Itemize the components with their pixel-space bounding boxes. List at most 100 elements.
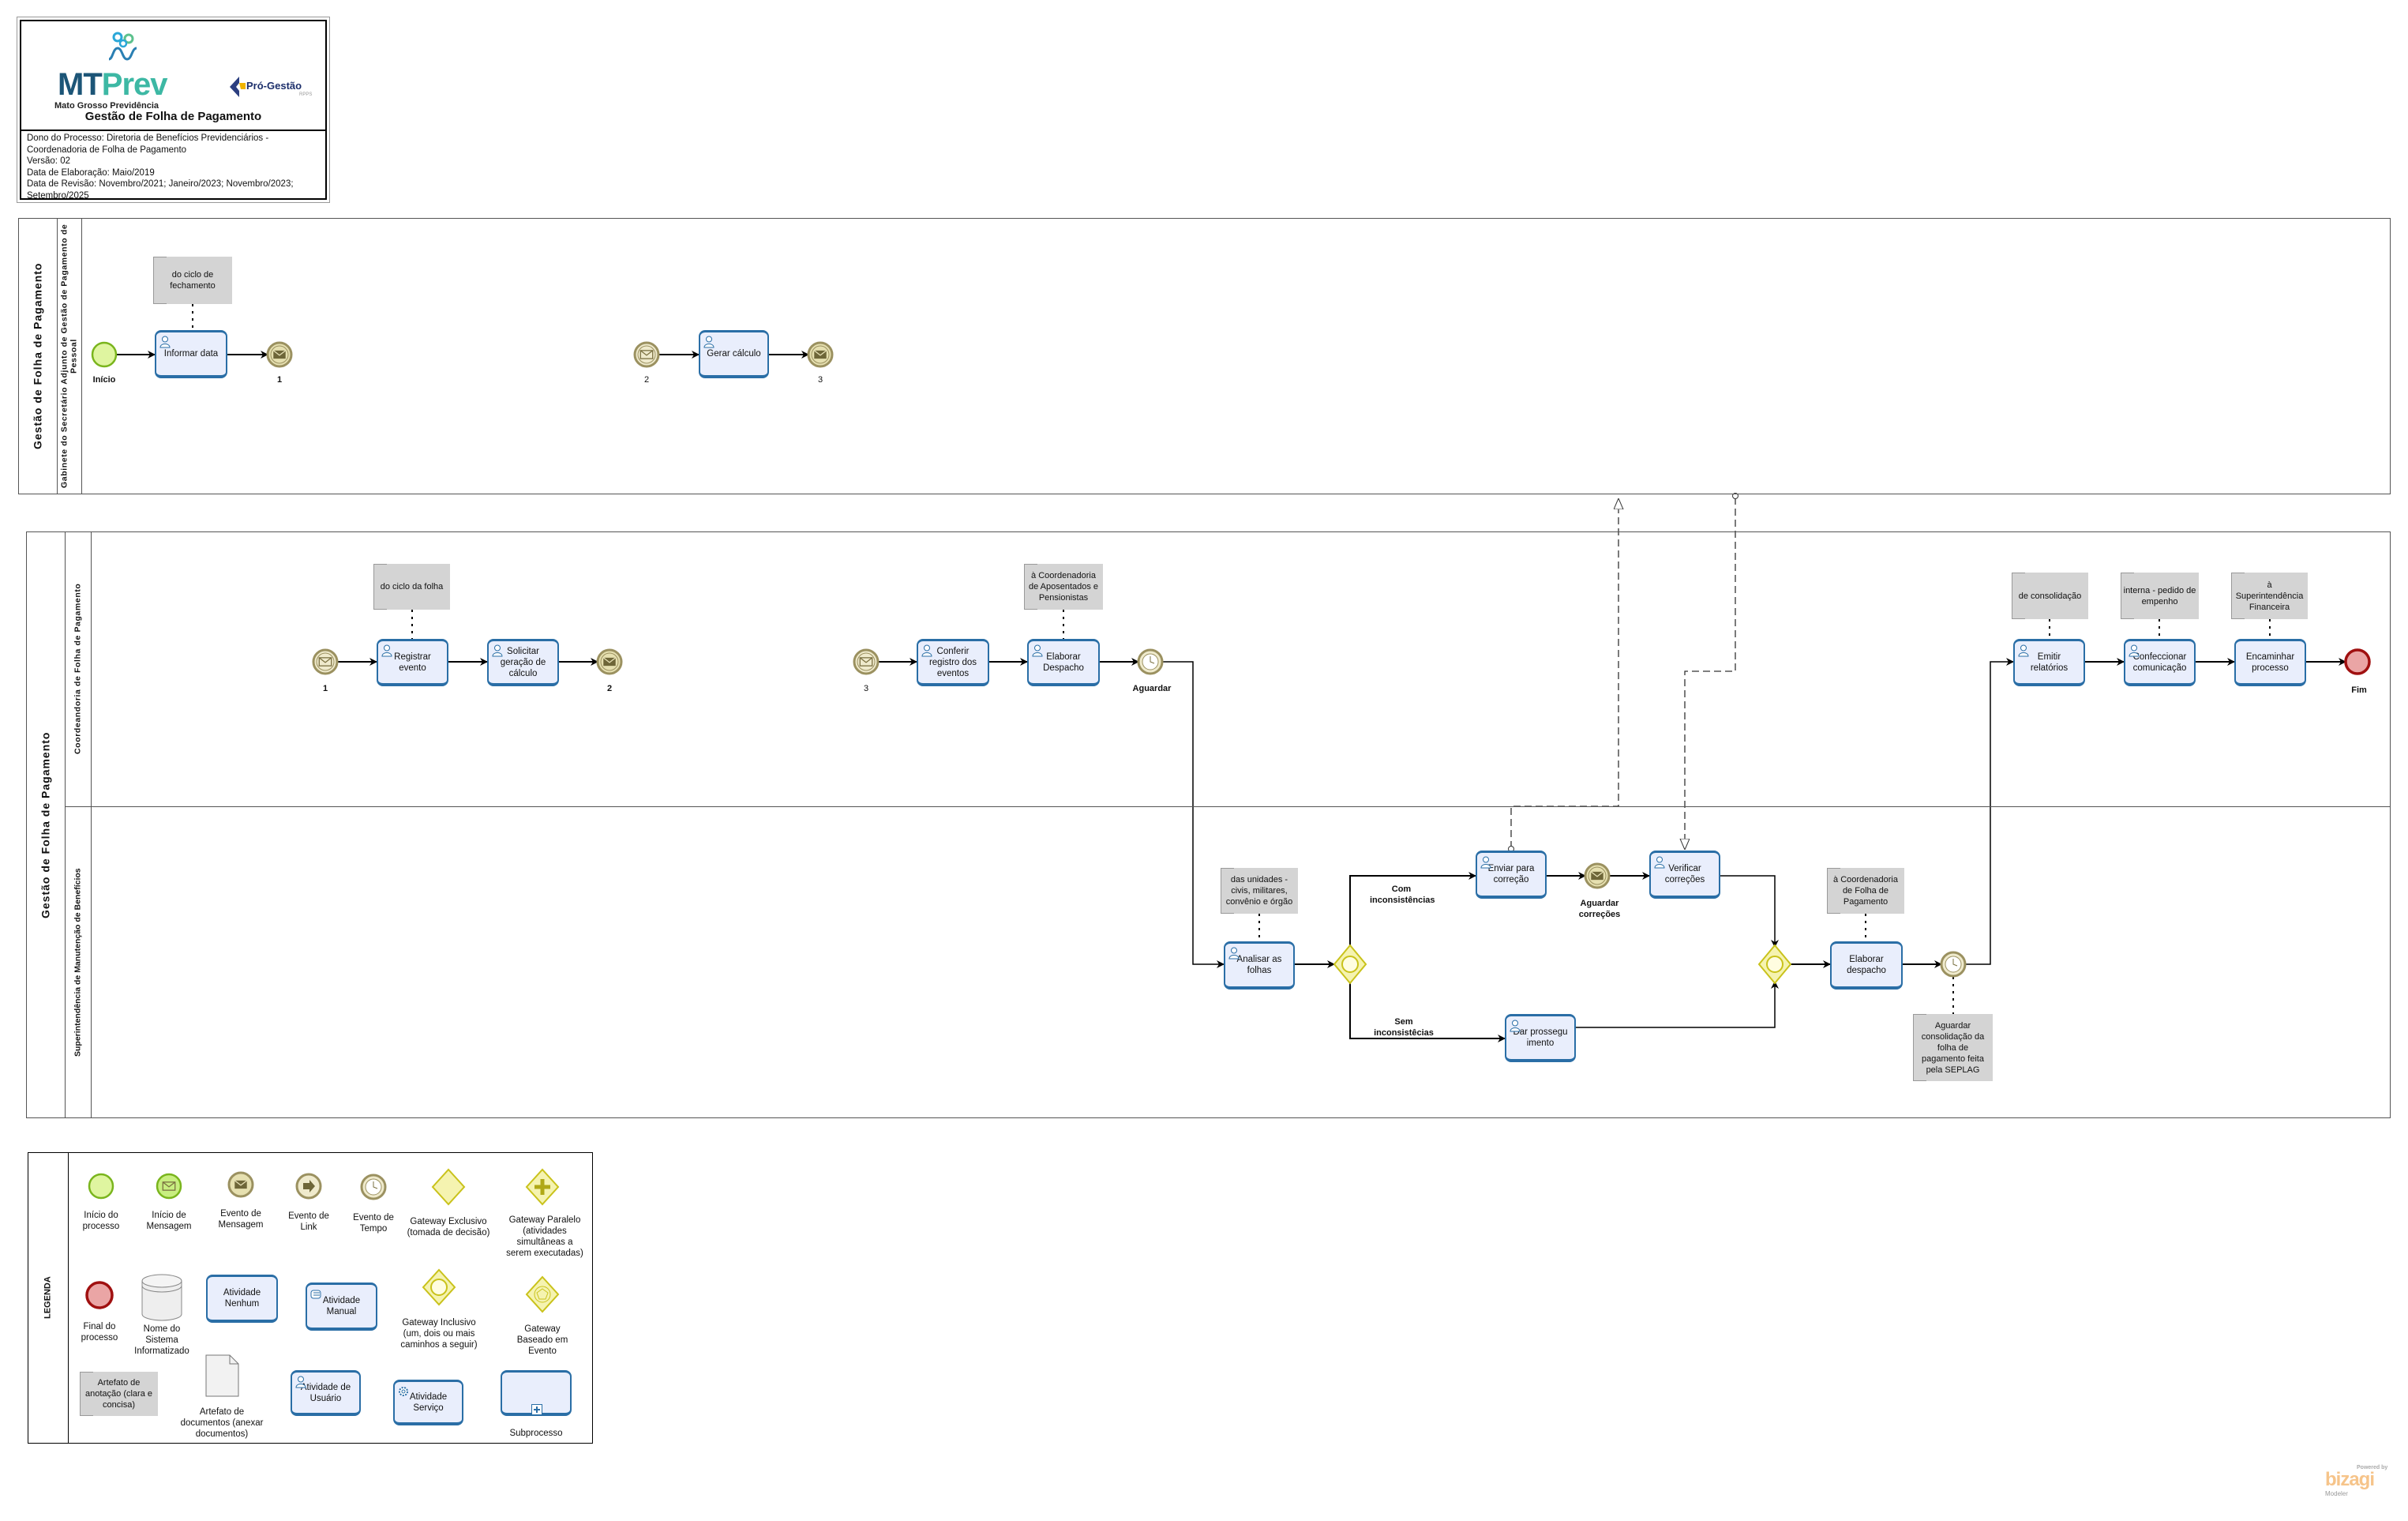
user-icon bbox=[295, 1376, 306, 1388]
legend-label: Início do processo bbox=[82, 1211, 120, 1231]
annotation: à Superintendência Financeira bbox=[2231, 573, 2308, 619]
legend-task-service: Atividade Serviço bbox=[393, 1380, 463, 1425]
legend-label: Subprocesso bbox=[509, 1429, 563, 1438]
message-end-event-icon[interactable] bbox=[266, 341, 293, 368]
revision-dates: Data de Revisão: Novembro/2021; Janeiro/… bbox=[27, 179, 294, 201]
task-label: Conferir registro dos eventos bbox=[928, 646, 977, 678]
task-solicitar-geracao[interactable]: Solicitar geração de cálculo bbox=[487, 639, 559, 686]
message-end-event-icon[interactable] bbox=[807, 341, 834, 368]
message-catch-event-icon[interactable] bbox=[312, 648, 339, 675]
bizagi-product: Modeler bbox=[2325, 1490, 2348, 1497]
gear-icon bbox=[399, 1387, 408, 1396]
gateway-inclusive-icon[interactable] bbox=[1333, 944, 1367, 985]
timer-event-icon[interactable] bbox=[1940, 951, 1967, 978]
end-event-icon[interactable] bbox=[2344, 648, 2371, 675]
task-gerar-calculo[interactable]: Gerar cálculo bbox=[699, 330, 769, 378]
task-elaborar-despacho[interactable]: Elaborar Despacho bbox=[1027, 639, 1100, 686]
divider bbox=[21, 130, 325, 131]
divider bbox=[68, 1152, 69, 1444]
legend-label: Gateway Paralelo (atividades simultâneas… bbox=[506, 1215, 583, 1258]
task-registrar-evento[interactable]: Registrar evento bbox=[377, 639, 448, 686]
task-analisar-folhas[interactable]: Analisar as folhas bbox=[1224, 941, 1295, 990]
task-informar-data[interactable]: Informar data bbox=[155, 330, 227, 378]
legend-label: Início de Mensagem bbox=[146, 1211, 192, 1231]
annotation: Aguardar consolidação da folha de pagame… bbox=[1913, 1014, 1993, 1081]
event-label: Aguardar bbox=[1132, 684, 1172, 693]
task-label: Informar data bbox=[163, 349, 219, 359]
legend-start-icon bbox=[88, 1173, 114, 1200]
mtprev-logo: MTPrev bbox=[58, 67, 168, 103]
legend-label: Evento de Mensagem bbox=[218, 1209, 264, 1230]
task-confeccionar-comunicacao[interactable]: Confeccionar comunicação bbox=[2124, 639, 2196, 686]
user-icon bbox=[159, 336, 171, 348]
flow-label: Com inconsistências bbox=[1370, 884, 1435, 905]
task-emitir-relatorios[interactable]: Emitir relatórios bbox=[2013, 639, 2085, 686]
legend-label: Nome do Sistema Informatizado bbox=[134, 1324, 189, 1356]
divider bbox=[57, 218, 58, 494]
task-label: Dar prosseguimento bbox=[1513, 1027, 1568, 1048]
task-dar-prosseguimento[interactable]: Dar prosseguimento bbox=[1505, 1014, 1576, 1062]
task-label: Gerar cálculo bbox=[707, 349, 761, 359]
legend-event-gateway-icon bbox=[525, 1275, 560, 1313]
lane-label: Coordeandoria de Folha de Pagamento bbox=[73, 583, 83, 755]
task-label: Confeccionar comunicação bbox=[2132, 652, 2187, 673]
event-label: Início bbox=[92, 375, 116, 385]
pro-gestao-logo-icon bbox=[230, 77, 246, 97]
legend-timer-event-icon bbox=[360, 1174, 387, 1200]
timer-event-icon[interactable] bbox=[1137, 648, 1164, 675]
sequence-flow bbox=[1349, 872, 1476, 947]
legend-end-icon bbox=[85, 1281, 114, 1309]
powered-by: Powered by bbox=[2357, 1465, 2388, 1470]
version: Versão: 02 bbox=[27, 156, 70, 166]
legend-label: Gateway Inclusivo (um, dois ou mais cami… bbox=[400, 1318, 478, 1350]
event-label: Fim bbox=[2351, 685, 2367, 695]
pro-gestao-sub: RPPS bbox=[299, 92, 313, 97]
task-elaborar-despacho-2[interactable]: Elaborar despacho bbox=[1830, 941, 1903, 990]
task-enviar-correcao[interactable]: Enviar para correção bbox=[1476, 851, 1547, 899]
legend-label: Atividade Manual bbox=[322, 1296, 361, 1316]
user-icon bbox=[703, 336, 715, 348]
lane-label: Gabinete do Secretário Adjunto de Gestão… bbox=[59, 223, 79, 489]
legend-label: Atividade Serviço bbox=[409, 1391, 448, 1413]
task-label: Solicitar geração de cálculo bbox=[500, 646, 546, 678]
hand-icon bbox=[310, 1290, 321, 1299]
user-icon bbox=[1654, 856, 1665, 869]
pool-label: Gestão de Folha de Pagamento bbox=[31, 262, 44, 450]
lane-divider bbox=[65, 806, 2391, 807]
legend-label: Atividade Nenhum bbox=[223, 1288, 261, 1309]
sequence-flow bbox=[1965, 658, 2014, 965]
task-label: Elaborar Despacho bbox=[1043, 652, 1084, 673]
message-flow bbox=[1685, 498, 1736, 849]
mtprev-people-icon bbox=[108, 32, 137, 61]
message-end-event-icon[interactable] bbox=[596, 648, 623, 675]
event-label: 2 bbox=[606, 684, 613, 693]
sequence-flow bbox=[1576, 981, 1779, 1028]
divider bbox=[65, 531, 66, 1118]
task-encaminhar-processo[interactable]: Encaminhar processo bbox=[2234, 639, 2306, 686]
creation-date: Data de Elaboração: Maio/2019 bbox=[27, 167, 155, 178]
legend-message-event-icon bbox=[227, 1171, 254, 1198]
annotation: do ciclo de fechamento bbox=[153, 257, 232, 304]
gateway-inclusive-icon[interactable] bbox=[1757, 944, 1792, 985]
legend-document-icon bbox=[205, 1354, 239, 1397]
user-icon bbox=[492, 644, 503, 657]
legend-task-none: Atividade Nenhum bbox=[206, 1275, 278, 1323]
sequence-flow bbox=[1349, 982, 1506, 1042]
task-label: Emitir relatórios bbox=[2030, 652, 2069, 673]
task-verificar-correcoes[interactable]: Verificar correções bbox=[1649, 851, 1720, 899]
user-icon bbox=[921, 644, 932, 657]
annotation: à Coordenadoria de Aposentados e Pension… bbox=[1024, 564, 1103, 610]
user-icon bbox=[1032, 644, 1043, 657]
event-label: 2 bbox=[643, 375, 650, 385]
message-catch-event-icon[interactable] bbox=[633, 341, 660, 368]
event-label: 1 bbox=[276, 375, 283, 385]
task-label: Elaborar despacho bbox=[1847, 955, 1886, 975]
process-header: MTPrev Mato Grosso Previdência Pró-Gestã… bbox=[17, 17, 330, 203]
user-icon bbox=[2018, 644, 2029, 657]
legend-label: Artefato de documentos (anexar documento… bbox=[180, 1407, 264, 1439]
message-catch-event-icon[interactable] bbox=[853, 648, 880, 675]
start-event-icon[interactable] bbox=[91, 341, 118, 368]
message-catch-event-icon[interactable] bbox=[1584, 862, 1611, 889]
task-conferir-registro[interactable]: Conferir registro dos eventos bbox=[917, 639, 989, 686]
